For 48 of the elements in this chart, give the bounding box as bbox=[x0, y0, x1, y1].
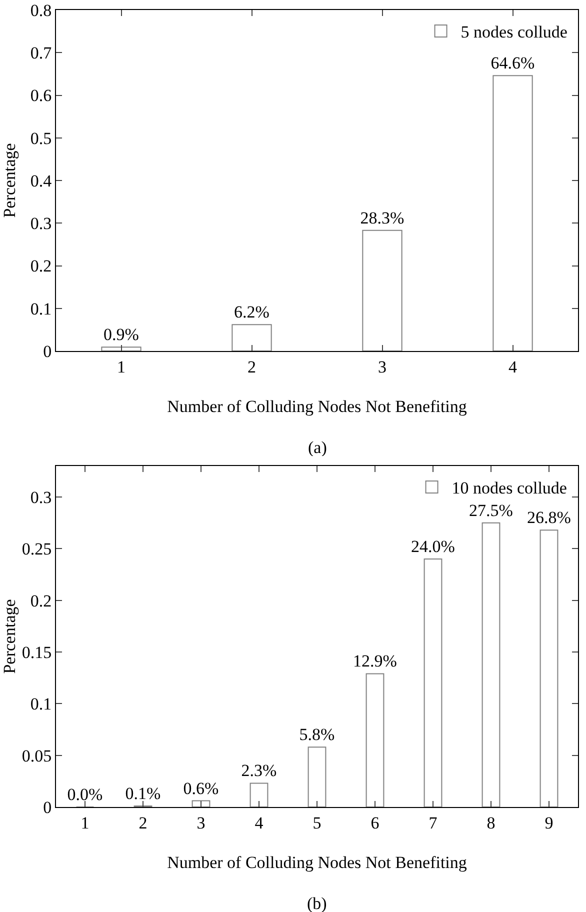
x-axis-title: Number of Colluding Nodes Not Benefiting bbox=[167, 853, 468, 872]
data-label: 6.2% bbox=[234, 302, 270, 322]
data-label: 24.0% bbox=[411, 537, 455, 556]
data-label: 64.6% bbox=[490, 54, 535, 73]
x-tick-label: 3 bbox=[378, 357, 386, 376]
x-tick-label: 1 bbox=[117, 357, 126, 376]
y-tick-label: 0 bbox=[43, 342, 52, 361]
x-tick-label: 4 bbox=[508, 357, 518, 376]
x-tick-label: 6 bbox=[370, 813, 380, 832]
y-tick-label: 0.05 bbox=[22, 746, 52, 766]
data-label: 2.3% bbox=[241, 761, 277, 780]
x-tick-label: 1 bbox=[80, 813, 90, 832]
x-axis-title: Number of Colluding Nodes Not Benefiting bbox=[167, 397, 468, 416]
y-tick-label: 0.6 bbox=[30, 86, 52, 106]
y-tick-label: 0.2 bbox=[30, 256, 52, 276]
data-label: 27.5% bbox=[469, 500, 513, 520]
data-label: 0.1% bbox=[125, 784, 161, 803]
y-axis-title: Percentage bbox=[0, 143, 19, 218]
x-tick-label: 2 bbox=[138, 813, 148, 832]
y-axis-title: Percentage bbox=[0, 599, 19, 674]
y-tick-label: 0.2 bbox=[30, 591, 52, 610]
x-tick-label: 4 bbox=[254, 813, 264, 832]
x-tick-label: 8 bbox=[486, 813, 496, 832]
y-tick-label: 0.15 bbox=[22, 642, 52, 662]
y-tick-label: 0 bbox=[43, 798, 52, 817]
y-tick-label: 0.1 bbox=[30, 299, 52, 318]
x-tick-label: 3 bbox=[196, 813, 206, 832]
x-tick-label: 7 bbox=[428, 813, 438, 832]
y-tick-label: 0.8 bbox=[30, 0, 52, 20]
y-tick-label: 0.25 bbox=[22, 540, 52, 559]
y-tick-label: 0.1 bbox=[30, 694, 52, 714]
legend-label: 10 nodes collude bbox=[452, 478, 567, 498]
data-label: 12.9% bbox=[353, 652, 397, 671]
data-label: 28.3% bbox=[360, 208, 404, 228]
y-tick-label: 0.3 bbox=[30, 214, 52, 234]
data-label: 26.8% bbox=[527, 508, 571, 528]
x-tick-label: 2 bbox=[248, 357, 256, 376]
y-tick-label: 0.7 bbox=[30, 44, 52, 63]
legend-label: 5 nodes collude bbox=[460, 22, 568, 42]
y-tick-label: 0.3 bbox=[30, 488, 52, 507]
x-tick-label: 5 bbox=[312, 813, 322, 832]
y-tick-label: 0.4 bbox=[30, 171, 52, 190]
data-label: 5.8% bbox=[299, 725, 335, 744]
data-label: 0.0% bbox=[67, 785, 103, 804]
y-tick-label: 0.5 bbox=[30, 128, 52, 148]
data-label: 0.9% bbox=[104, 325, 139, 344]
x-tick-label: 9 bbox=[544, 813, 554, 832]
data-label: 0.6% bbox=[183, 778, 219, 798]
